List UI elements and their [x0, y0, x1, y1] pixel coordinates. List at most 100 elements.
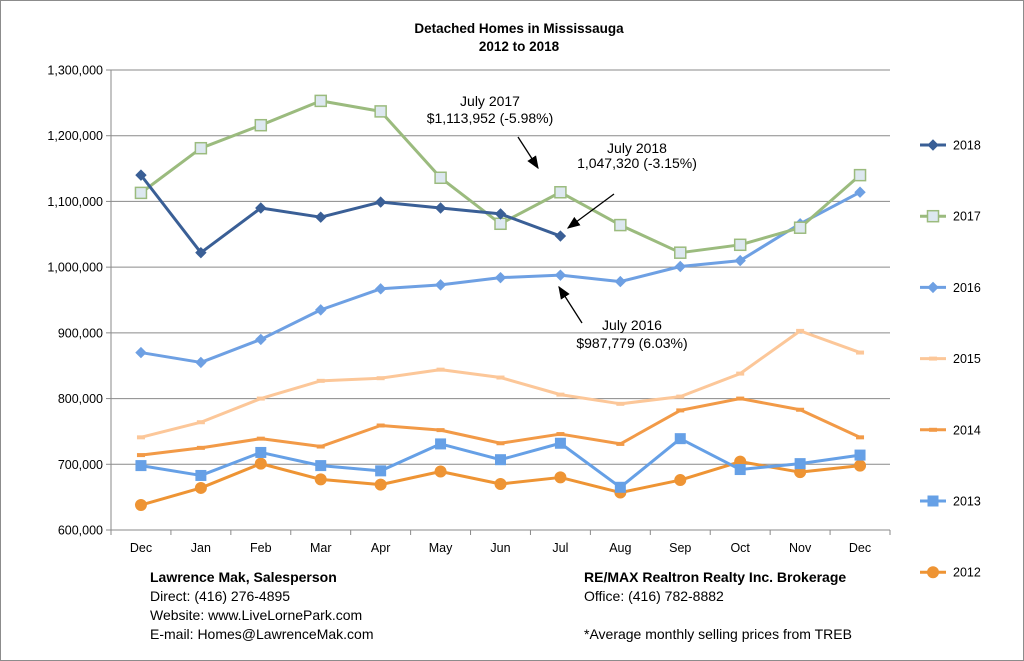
x-tick-label: May [429, 541, 453, 555]
data-point-2012 [494, 478, 507, 490]
data-point-2012 [254, 457, 267, 470]
legend-marker [927, 139, 939, 151]
annotation-july-2016-value: $987,779 (6.03%) [576, 335, 687, 351]
data-point-2012 [194, 481, 207, 494]
data-point-2013 [435, 438, 447, 450]
series-line-2015 [140, 329, 861, 439]
legend-marker [927, 495, 939, 507]
data-point-2017 [194, 141, 208, 155]
data-point-2013 [255, 446, 267, 458]
data-point-2017 [374, 105, 387, 118]
data-point-2018 [554, 230, 567, 242]
legend-marker [926, 209, 940, 223]
data-point-2012 [314, 473, 327, 486]
y-tick-label: 700,000 [58, 458, 103, 472]
data-point-2013 [315, 460, 327, 472]
brokerage-name: RE/MAX Realtron Realty Inc. Brokerage [584, 569, 847, 585]
data-point-2013 [794, 458, 806, 470]
brokerage-block: RE/MAX Realtron Realty Inc. Brokerage Of… [584, 568, 852, 644]
data-point-2016 [434, 279, 447, 291]
data-point-2016 [374, 283, 387, 295]
x-tick-label: Aug [609, 541, 631, 555]
legend-label-2012: 2012 [953, 566, 981, 580]
annotation-july-2016-arrow [558, 285, 583, 324]
x-tick-label: Jun [490, 541, 510, 555]
chart-subtitle: 2012 to 2018 [479, 39, 560, 54]
data-point-2012 [854, 459, 867, 472]
data-point-2018 [315, 211, 327, 223]
data-point-2016 [614, 275, 627, 288]
legend-marker [927, 566, 939, 579]
data-point-2013 [674, 433, 686, 445]
legend-label-2015: 2015 [953, 352, 981, 366]
data-point-2012 [134, 499, 147, 512]
data-point-2012 [554, 471, 567, 484]
data-point-2013 [554, 437, 566, 449]
y-tick-label: 1,100,000 [47, 195, 103, 209]
data-point-2018 [135, 169, 147, 181]
data-point-2017 [434, 171, 447, 185]
data-point-2018 [494, 208, 507, 220]
x-tick-label: Jan [191, 541, 211, 555]
x-tick-label: Feb [250, 541, 272, 555]
x-tick-label: Jul [552, 541, 568, 555]
data-point-2018 [255, 202, 267, 214]
annotation-july-2017-arrow [517, 136, 539, 170]
annotation-july-2016-label: July 2016 [602, 317, 662, 333]
data-point-2013 [734, 464, 746, 476]
data-point-2012 [434, 465, 447, 478]
data-point-2018 [195, 246, 207, 259]
data-point-2016 [255, 333, 267, 346]
data-point-2017 [614, 218, 627, 232]
legend-marker [927, 281, 939, 294]
annotation-july-2018-arrow [566, 193, 615, 229]
data-point-2017 [314, 94, 327, 108]
x-tick-label: Sep [669, 541, 691, 555]
data-point-2016 [315, 304, 327, 316]
data-point-2016 [734, 254, 746, 267]
x-tick-label: Dec [849, 541, 871, 555]
annotation-july-2018-value: 1,047,320 (-3.15%) [577, 155, 697, 171]
data-point-2016 [674, 260, 686, 273]
agent-contact-block: Lawrence Mak, Salesperson Direct: (416) … [150, 568, 374, 644]
y-tick-label: 1,300,000 [47, 64, 103, 78]
data-point-2013 [375, 465, 387, 477]
legend-label-2018: 2018 [953, 139, 981, 153]
data-point-2013 [495, 454, 506, 466]
agent-direct-phone: Direct: (416) 276-4895 [150, 588, 291, 604]
data-point-2017 [134, 186, 148, 200]
data-point-2012 [674, 474, 687, 487]
legend-label-2017: 2017 [953, 210, 981, 224]
agent-name: Lawrence Mak, Salesperson [150, 569, 337, 585]
data-point-2017 [494, 217, 507, 231]
data-point-2016 [554, 269, 567, 281]
agent-website: Website: www.LiveLornePark.com [150, 607, 363, 623]
x-tick-label: Dec [130, 541, 152, 555]
data-point-2012 [374, 478, 387, 491]
brokerage-office-phone: Office: (416) 782-8882 [584, 588, 724, 604]
y-tick-label: 1,000,000 [47, 261, 103, 275]
legend-label-2013: 2013 [953, 495, 981, 509]
annotation-july-2017-label: July 2017 [460, 93, 520, 109]
legend-label-2014: 2014 [953, 423, 981, 437]
chart-title: Detached Homes in Mississauga [414, 21, 624, 36]
x-tick-label: Apr [371, 541, 390, 555]
series-line-2014 [140, 397, 861, 457]
data-point-2017 [254, 118, 268, 132]
x-tick-label: Oct [730, 541, 750, 555]
data-point-2016 [494, 271, 507, 284]
data-point-2013 [135, 460, 147, 472]
data-point-2018 [374, 196, 387, 208]
y-tick-label: 600,000 [58, 524, 103, 538]
x-tick-label: Mar [310, 541, 332, 555]
data-point-2017 [793, 221, 807, 234]
x-tick-label: Nov [789, 541, 812, 555]
data-point-2013 [614, 481, 626, 493]
agent-email: E-mail: Homes@LawrenceMak.com [150, 626, 374, 642]
legend-label-2016: 2016 [953, 281, 981, 295]
data-point-2017 [674, 246, 687, 259]
data-point-2017 [733, 238, 747, 252]
data-point-2017 [853, 168, 867, 182]
y-tick-label: 900,000 [58, 326, 103, 340]
